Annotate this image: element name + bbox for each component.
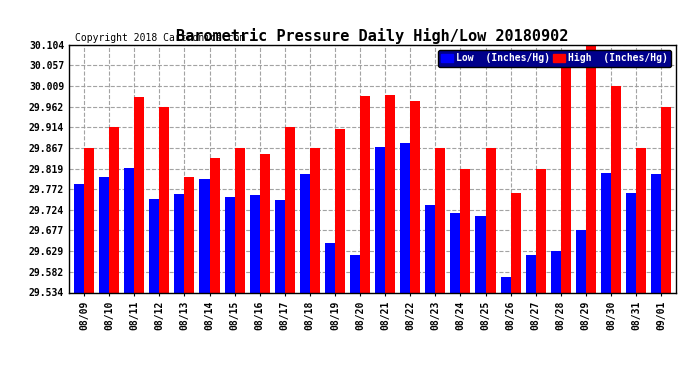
Bar: [636, 148, 646, 292]
Bar: [224, 196, 235, 292]
Bar: [99, 177, 109, 292]
Text: Copyright 2018 Cartronics.com: Copyright 2018 Cartronics.com: [75, 33, 246, 42]
Bar: [285, 128, 295, 292]
Bar: [460, 169, 471, 292]
Bar: [250, 195, 259, 292]
Bar: [601, 172, 611, 292]
Bar: [651, 174, 661, 292]
Bar: [335, 129, 345, 292]
Bar: [175, 194, 184, 292]
Bar: [275, 200, 285, 292]
Title: Barometric Pressure Daily High/Low 20180902: Barometric Pressure Daily High/Low 20180…: [177, 28, 569, 44]
Bar: [661, 106, 671, 292]
Bar: [611, 86, 621, 292]
Bar: [411, 100, 420, 292]
Bar: [385, 94, 395, 292]
Bar: [135, 97, 144, 292]
Bar: [310, 148, 320, 292]
Bar: [300, 174, 310, 292]
Bar: [74, 184, 84, 292]
Bar: [350, 255, 360, 292]
Bar: [626, 194, 636, 292]
Bar: [210, 158, 219, 292]
Bar: [451, 213, 460, 292]
Bar: [375, 147, 385, 292]
Bar: [535, 169, 546, 292]
Bar: [109, 128, 119, 292]
Bar: [400, 143, 411, 292]
Bar: [259, 153, 270, 292]
Bar: [325, 243, 335, 292]
Bar: [84, 148, 94, 292]
Bar: [199, 179, 210, 292]
Bar: [360, 96, 370, 292]
Bar: [184, 177, 195, 292]
Bar: [576, 230, 586, 292]
Bar: [475, 216, 486, 292]
Bar: [500, 277, 511, 292]
Bar: [511, 194, 521, 292]
Bar: [486, 148, 495, 292]
Legend: Low  (Inches/Hg), High  (Inches/Hg): Low (Inches/Hg), High (Inches/Hg): [437, 50, 671, 67]
Bar: [551, 251, 561, 292]
Bar: [435, 148, 445, 292]
Bar: [124, 168, 135, 292]
Bar: [235, 148, 245, 292]
Bar: [425, 205, 435, 292]
Bar: [149, 199, 159, 292]
Bar: [561, 65, 571, 292]
Bar: [159, 106, 169, 292]
Bar: [586, 45, 596, 292]
Bar: [526, 255, 535, 292]
